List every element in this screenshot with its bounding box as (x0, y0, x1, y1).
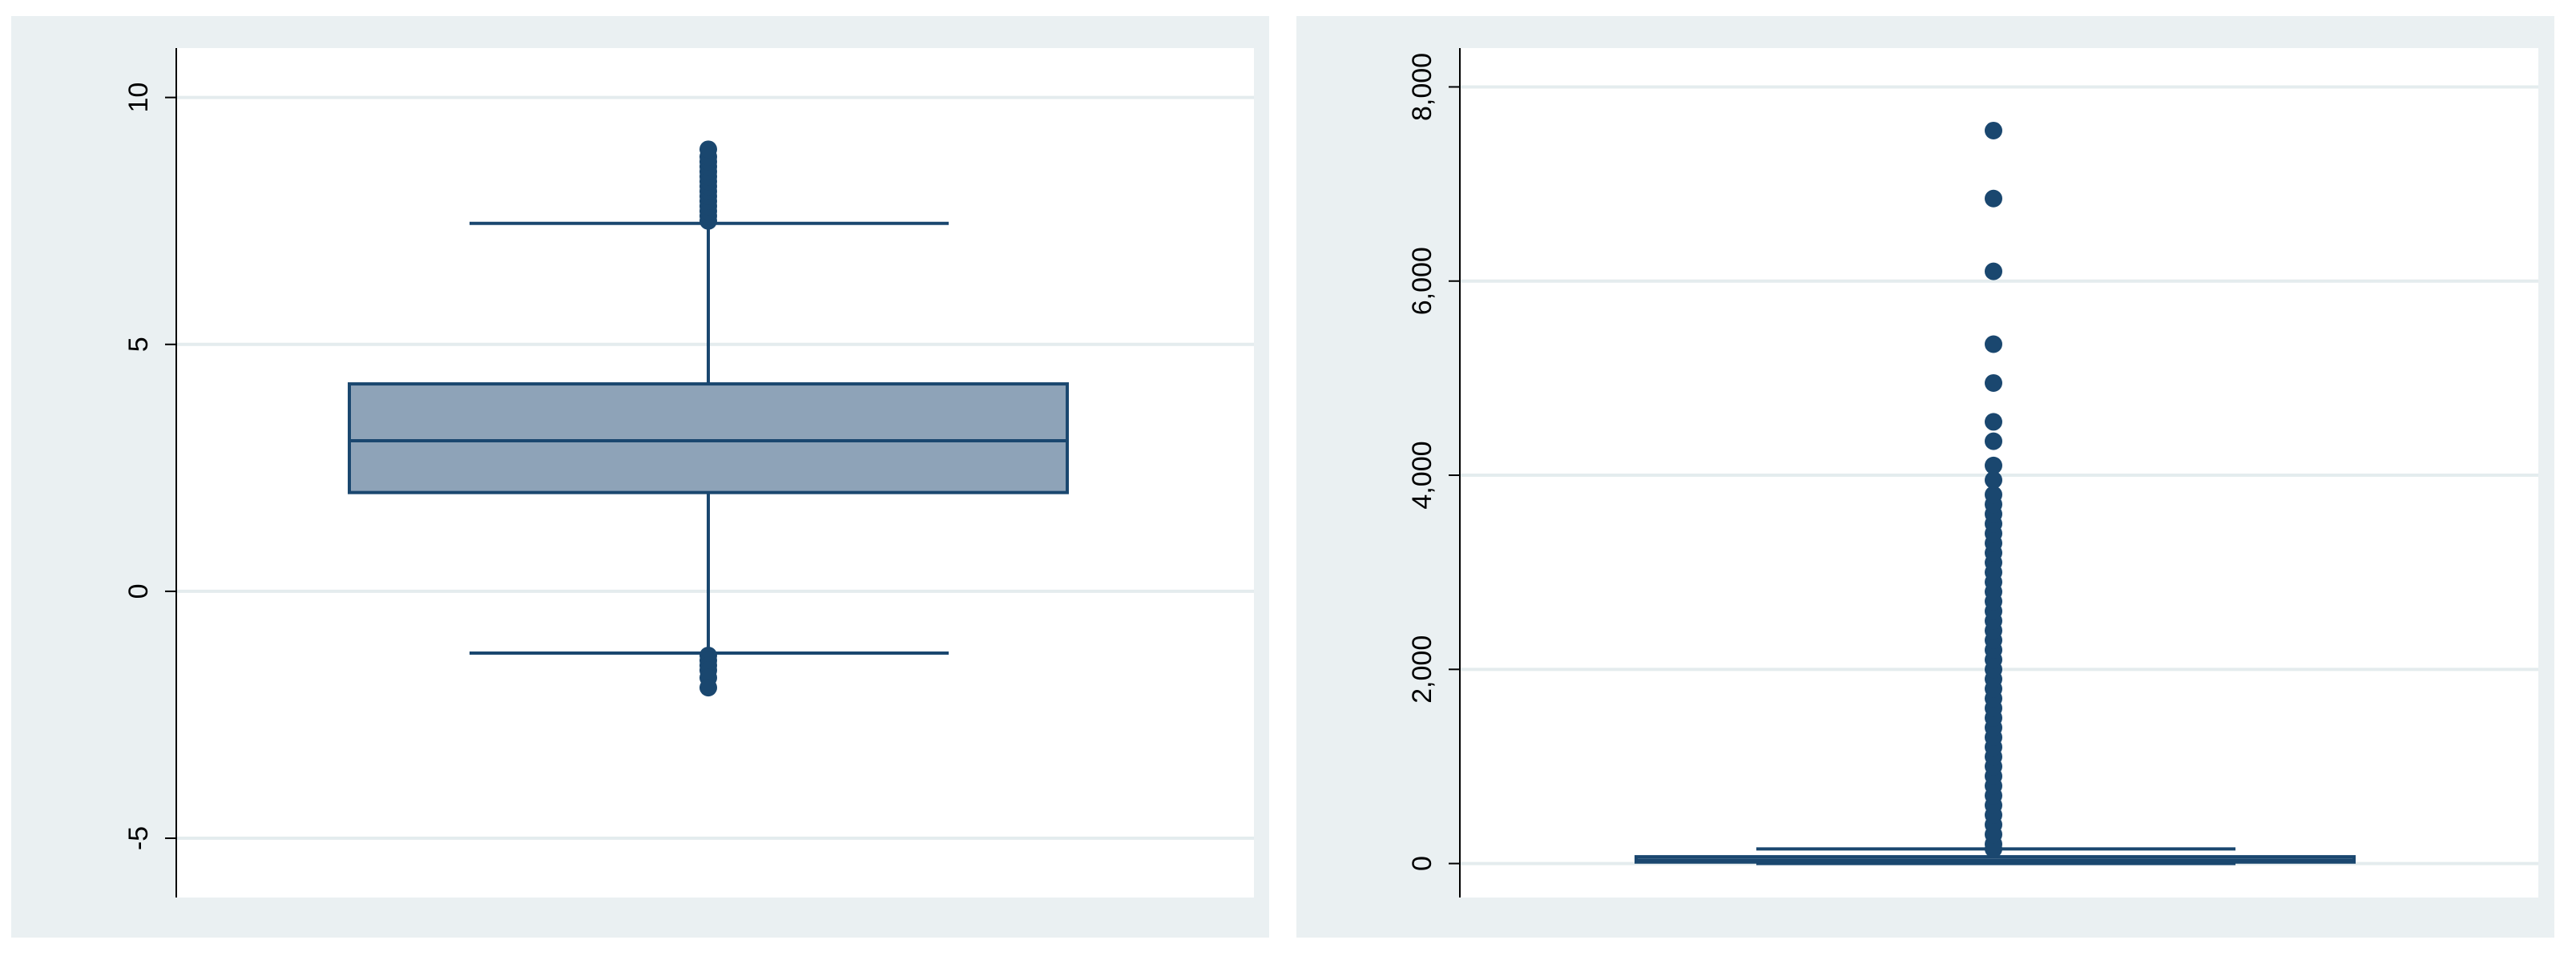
iqr-box (348, 382, 1069, 494)
y-tick-label: 5 (123, 337, 154, 352)
y-tick-label: 10 (123, 83, 154, 113)
outlier-point (1985, 471, 2002, 490)
y-tick-label: -5 (123, 826, 154, 850)
outlier-point (1985, 486, 2002, 504)
y-tick-label: 2,000 (1407, 635, 1437, 704)
y-tick-label: 6,000 (1407, 247, 1437, 315)
y-tick-label: 4,000 (1407, 441, 1437, 509)
y-tick-label: 8,000 (1407, 53, 1437, 121)
right-boxplot: 0 2,000 4,000 6,000 8,000 (1407, 48, 2538, 898)
y-tick-label: 0 (123, 583, 154, 599)
left-boxplot: -5 0 5 10 (123, 48, 1254, 898)
outlier-point (1985, 456, 2002, 474)
outlier-point (1985, 335, 2002, 353)
outlier-point (699, 140, 717, 159)
left-chart-panel: -5 0 5 10 (11, 16, 1269, 938)
outlier-point (1985, 121, 2002, 139)
outlier-point (1985, 432, 2002, 450)
outlier-point (699, 679, 717, 697)
outlier-point (1985, 189, 2002, 208)
outlier-point (1985, 373, 2002, 392)
y-tick-label: 0 (1407, 856, 1437, 871)
right-chart-panel: 0 2,000 4,000 6,000 8,000 (1296, 16, 2554, 938)
outlier-point (1985, 262, 2002, 280)
outlier-point (1985, 413, 2002, 431)
